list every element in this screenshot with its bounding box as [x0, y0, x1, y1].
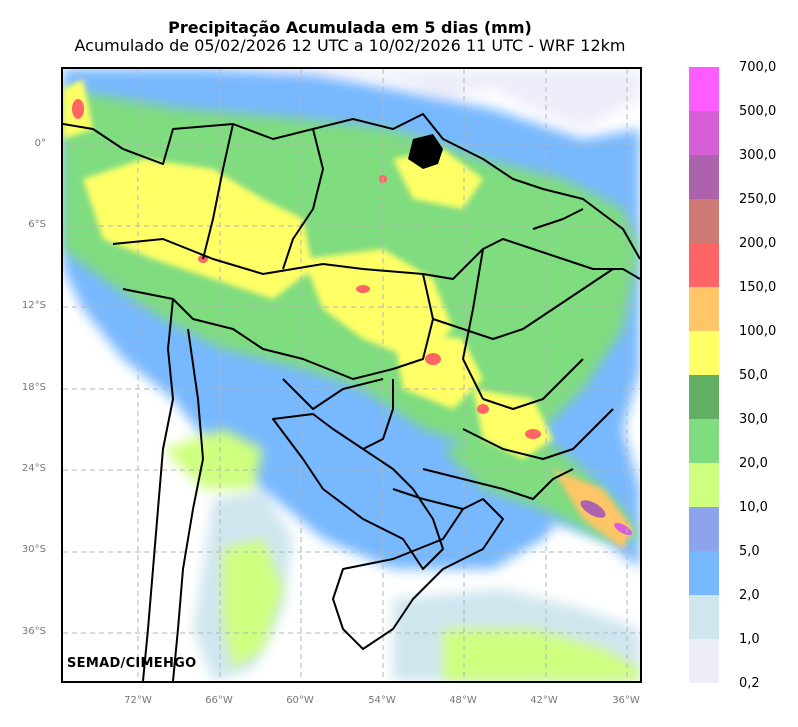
colorbar-label: 500,0 [739, 104, 777, 119]
colorbar-cell [689, 463, 719, 507]
colorbar-cell [689, 67, 719, 111]
colorbar-cell [689, 155, 719, 199]
lat-label: 18°S [21, 382, 46, 393]
colorbar [689, 67, 719, 683]
colorbar-label: 1,0 [739, 632, 760, 647]
lon-label: 36°W [612, 695, 640, 706]
lat-label: 12°S [21, 300, 46, 311]
colorbar-cell [689, 287, 719, 331]
colorbar-cell [689, 111, 719, 155]
lon-label: 66°W [205, 695, 233, 706]
colorbar-label: 2,0 [739, 588, 760, 603]
colorbar-label: 30,0 [739, 412, 768, 427]
lon-label: 42°W [530, 695, 558, 706]
lon-label: 54°W [368, 695, 396, 706]
precipitation-map [61, 67, 642, 683]
colorbar-label: 100,0 [739, 324, 777, 339]
colorbar-cell [689, 199, 719, 243]
lon-label: 48°W [449, 695, 477, 706]
colorbar-label: 5,0 [739, 544, 760, 559]
precip-hotspots [72, 99, 632, 536]
credit-label: SEMAD/CIMEHGO [67, 656, 197, 671]
lat-label: 36°S [21, 626, 46, 637]
map-title: Precipitação Acumulada em 5 dias (mm) [168, 18, 532, 37]
lon-label: 60°W [286, 695, 314, 706]
colorbar-label: 150,0 [739, 280, 777, 295]
marajo-island [408, 134, 443, 169]
colorbar-cell [689, 243, 719, 287]
colorbar-cell [689, 375, 719, 419]
colorbar-cell [689, 639, 719, 683]
lat-label: 0° [34, 138, 46, 149]
colorbar-label: 700,0 [739, 60, 777, 75]
colorbar-label: 300,0 [739, 148, 777, 163]
colorbar-cell [689, 551, 719, 595]
colorbar-label: 20,0 [739, 456, 768, 471]
lat-label: 6°S [28, 219, 46, 230]
colorbar-cell [689, 595, 719, 639]
colorbar-label: 0,2 [739, 676, 760, 691]
colorbar-cell [689, 507, 719, 551]
lat-label: 30°S [21, 544, 46, 555]
colorbar-label: 200,0 [739, 236, 777, 251]
colorbar-cell [689, 331, 719, 375]
colorbar-label: 10,0 [739, 500, 768, 515]
colorbar-cell [689, 419, 719, 463]
colorbar-label: 250,0 [739, 192, 777, 207]
lon-label: 72°W [124, 695, 152, 706]
map-subtitle: Acumulado de 05/02/2026 12 UTC a 10/02/2… [74, 36, 626, 55]
country-borders [63, 113, 640, 681]
lat-label: 24°S [21, 463, 46, 474]
map-canvas [63, 69, 640, 681]
colorbar-label: 50,0 [739, 368, 768, 383]
